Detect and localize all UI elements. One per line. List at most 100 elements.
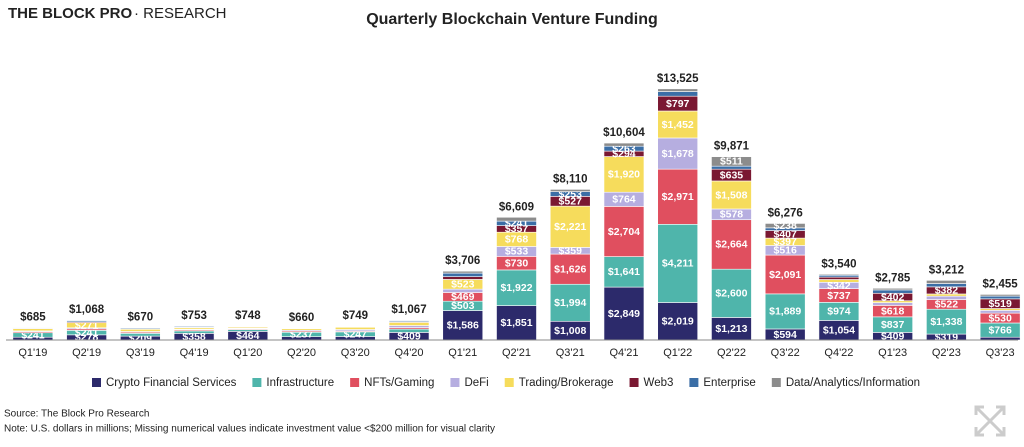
segment-label: $2,600 [715,288,747,300]
bar-segment [764,254,806,295]
bar-segment [173,330,215,334]
total-label: $685 [20,311,46,323]
segment-label: $618 [881,305,905,317]
segment-label: $397 [774,236,798,248]
bar-segment [818,273,860,276]
total-label: $2,785 [875,272,911,284]
segment-label: $530 [988,312,1012,324]
bar-segment [926,283,967,288]
bar-segment [496,269,537,306]
segment-label: $1,008 [554,325,586,337]
bar-segment [657,302,699,341]
bar-segment [979,295,1021,300]
total-label: $1,068 [69,304,105,316]
bar-segment [496,216,537,222]
segment-label: $516 [774,245,798,257]
x-tick-label: Q2'22 [717,347,746,359]
bar-segment [442,272,484,277]
total-label: $1,067 [391,304,426,316]
bar-segment [657,224,699,303]
bar-segment [872,287,913,291]
bar-segment [657,168,699,225]
segment-label: $1,889 [769,306,801,318]
bar-segment [711,156,752,167]
segment-label: $1,213 [715,323,747,335]
total-label: $6,276 [768,207,803,219]
segment-label: $1,851 [500,317,532,329]
bar-segment [603,206,645,257]
expand-icon[interactable] [974,405,1006,437]
bar-segment [657,88,699,92]
x-tick-label: Q1'23 [878,347,907,359]
x-tick-label: Q3'22 [771,347,800,359]
bar-segment [120,328,161,332]
segment-label: $402 [881,291,905,303]
bar-segment [549,189,591,192]
segment-label: $519 [988,298,1012,310]
bar-segment [926,280,967,284]
bar-segment [388,325,430,328]
bar-segment [388,328,430,333]
segment-label: $359 [559,245,583,257]
x-tick-label: Q3'20 [341,347,370,359]
bar-segment [872,289,913,294]
segment-label: $2,849 [608,308,640,320]
bar-segment [979,294,1021,297]
legend-label: Infrastructure [266,377,334,389]
segment-label: $1,994 [554,297,586,309]
legend-swatch [252,378,262,387]
x-tick-label: Q4'20 [395,347,424,359]
x-tick-label: Q3'19 [126,347,155,359]
segment-label: $635 [720,169,744,181]
segment-label: $1,054 [823,324,855,336]
bar-segment [388,322,430,326]
segment-label: $1,452 [662,119,694,131]
x-tick-label: Q1'20 [233,347,262,359]
bar-segment [549,283,591,322]
chart-title: Quarterly Blockchain Venture Funding [366,11,658,28]
total-label: $6,609 [499,201,534,213]
total-label: $3,212 [929,264,964,276]
total-label: $3,540 [821,258,856,270]
total-label: $749 [342,310,368,322]
logo: THE BLOCK PRO [8,5,133,22]
segment-label: $2,221 [554,221,586,233]
x-tick-label: Q3'23 [986,347,1015,359]
segment-label: $2,971 [662,191,694,203]
legend-label: DeFi [464,377,488,389]
segment-label: $1,922 [500,282,532,294]
segment-label: $407 [774,229,798,241]
bar-segment [442,270,484,274]
bar-segment [657,137,699,170]
bar-segment [496,305,537,341]
segment-label: $768 [505,234,529,246]
bar-segment [764,223,806,229]
bar-segment [442,276,484,280]
total-label: $748 [235,310,261,322]
total-label: $13,525 [657,73,699,85]
segment-label: $578 [720,209,744,221]
total-label: $10,604 [603,127,645,139]
segment-label: $1,586 [447,320,479,332]
x-tick-label: Q3'21 [556,347,585,359]
legend-label: NFTs/Gaming [364,377,434,389]
legend-swatch [629,378,639,387]
segment-label: $533 [505,246,529,258]
segment-label: $2,019 [662,316,694,328]
x-tick-label: Q2'21 [502,347,531,359]
x-tick-label: Q4'19 [180,347,209,359]
segment-label: $797 [666,98,690,110]
segment-label: $737 [827,290,851,302]
legend-label: Web3 [644,377,674,389]
x-tick-label: Q2'19 [72,347,101,359]
bar-segment [12,328,54,332]
bar-segment [120,333,161,337]
segment-label: $594 [774,329,798,341]
x-tick-label: Q4'22 [824,347,853,359]
legend-label: Crypto Financial Services [106,377,237,389]
total-label: $660 [289,312,315,324]
segment-label: $522 [935,299,959,311]
segment-label: $764 [612,194,636,206]
bar-segment [334,326,376,330]
x-tick-label: Q4'21 [609,347,638,359]
